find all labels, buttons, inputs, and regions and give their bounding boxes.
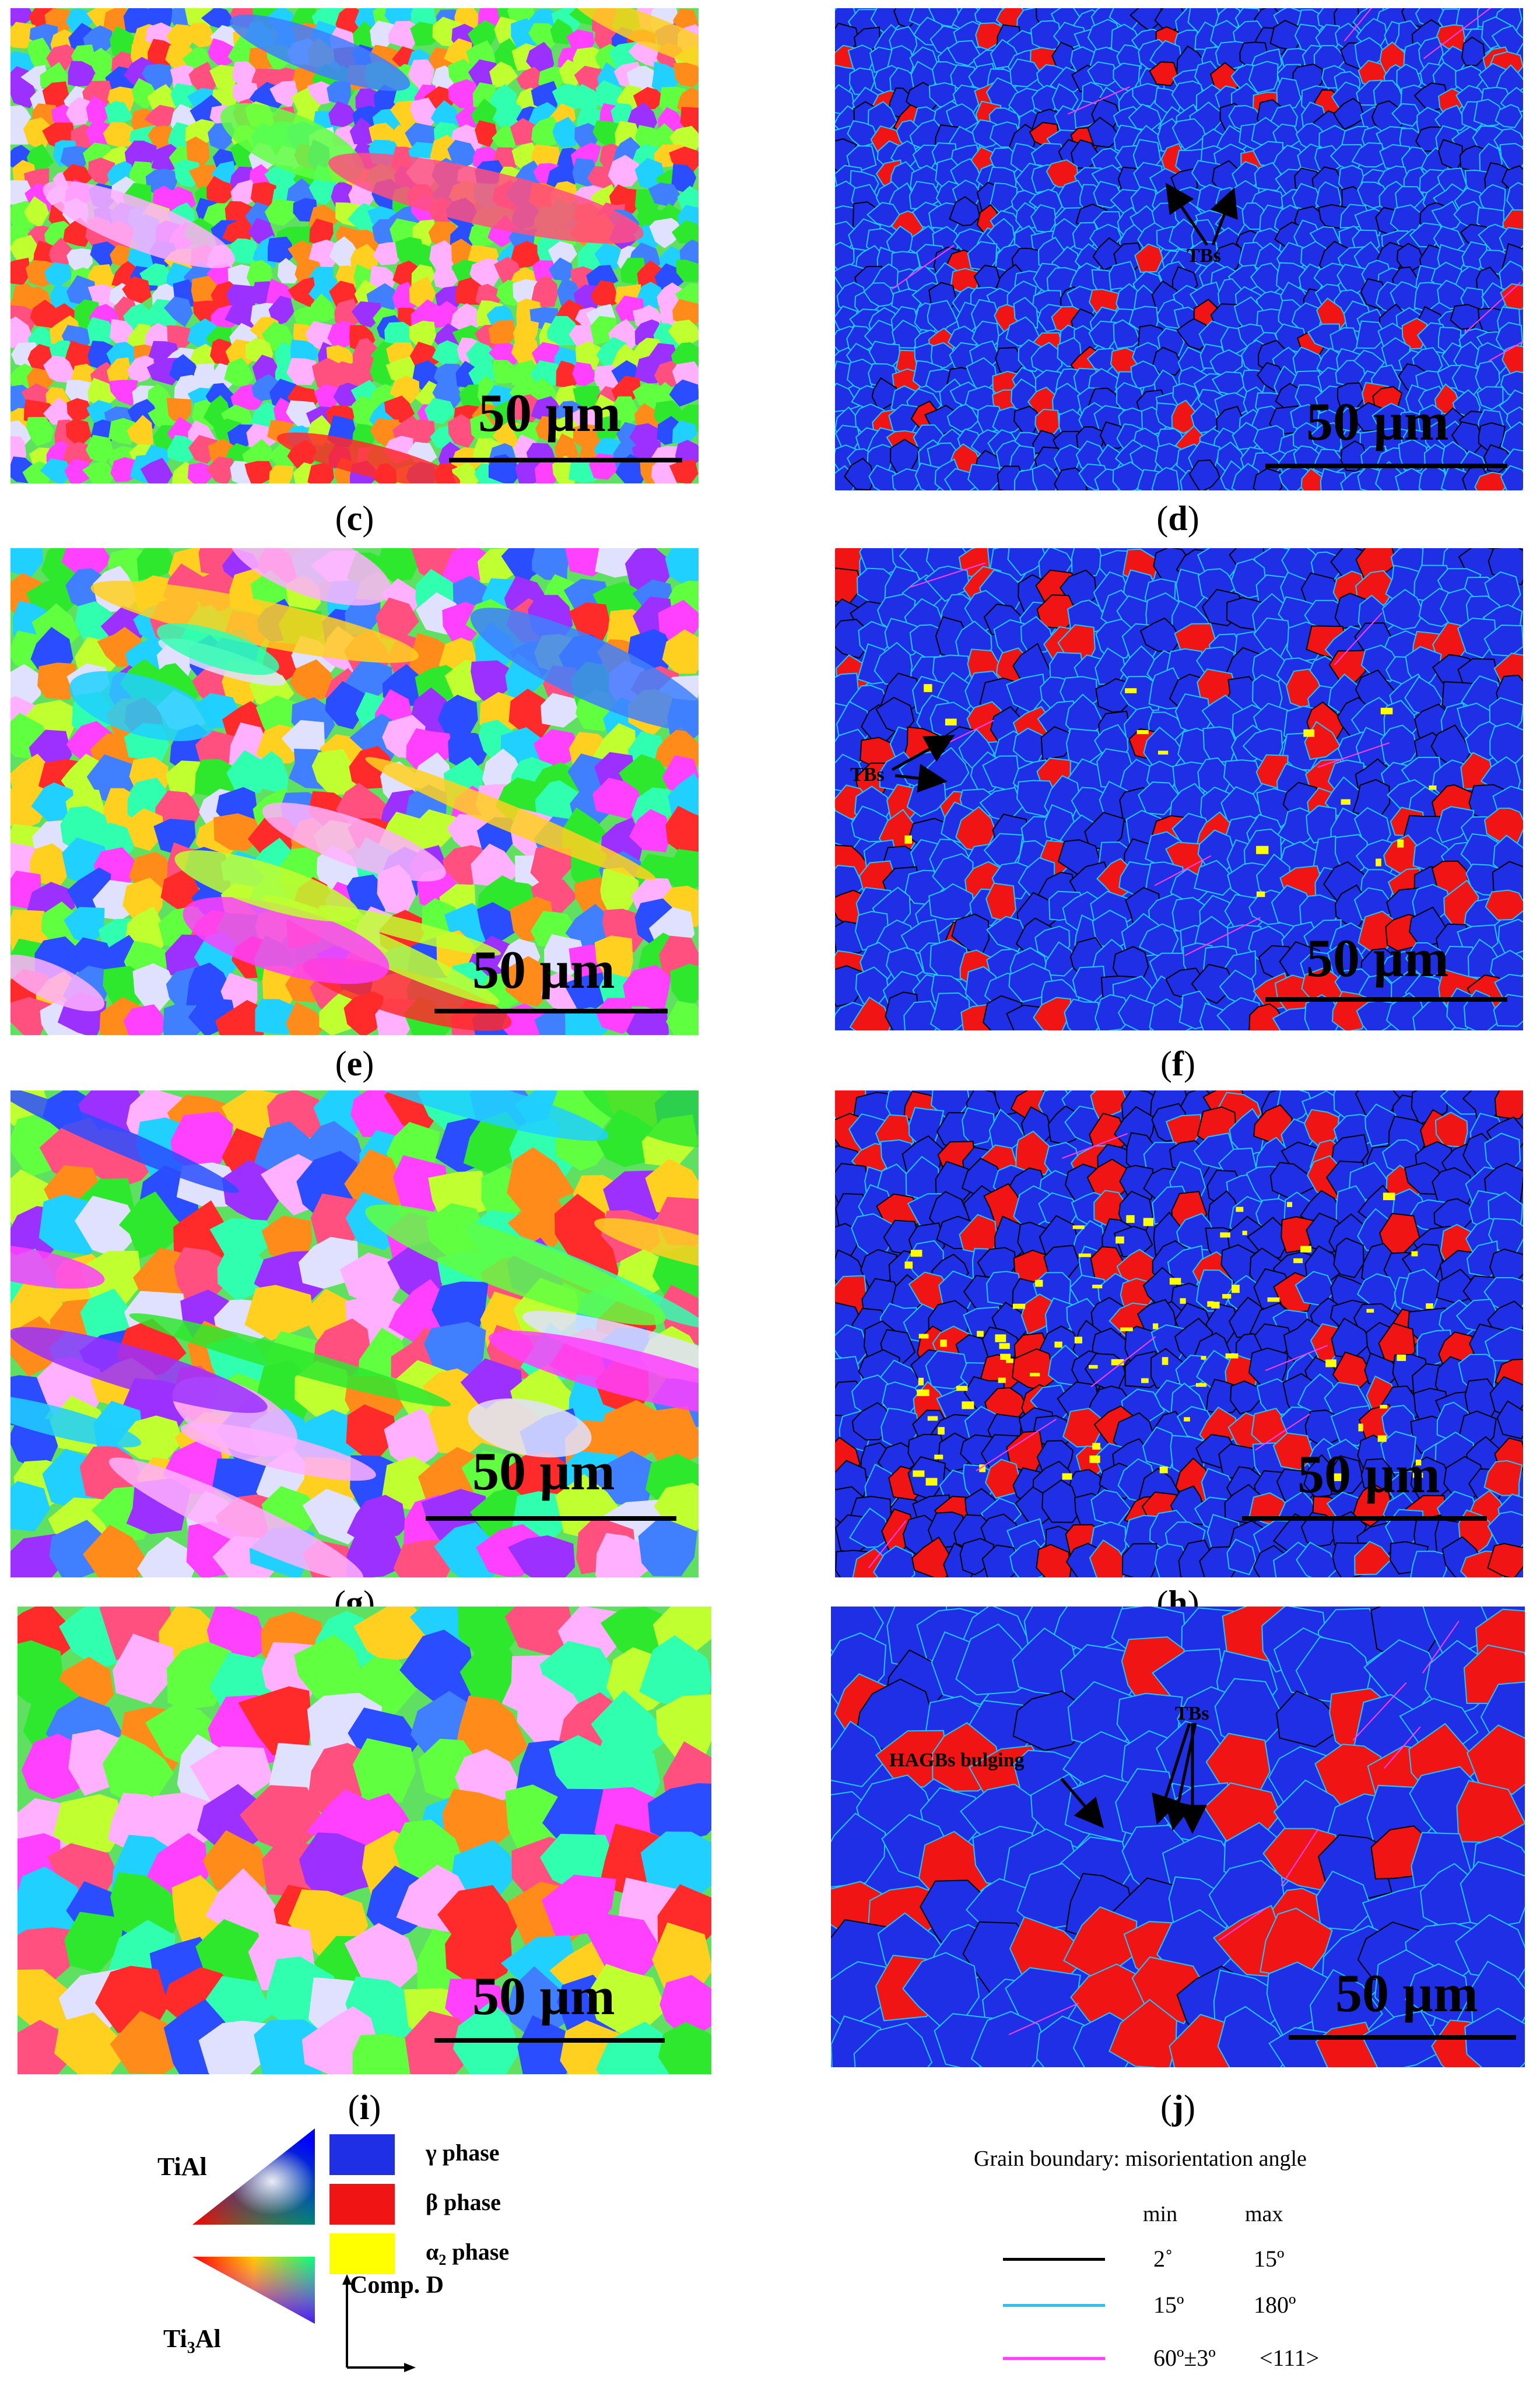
scale-bar-g	[426, 1516, 676, 1521]
phase-map-d	[835, 8, 1523, 490]
gb-min-header: min	[1143, 2202, 1178, 2226]
ipf-label-tial: TiAl	[157, 2152, 207, 2181]
gb-row-3-max: <111>	[1260, 2345, 1320, 2371]
gb-line-twin	[1003, 2357, 1105, 2360]
scale-label-f: 50 µm	[1306, 928, 1449, 988]
phase-render	[831, 1607, 1525, 2067]
phase-render	[835, 8, 1523, 490]
beta-phase-swatch	[329, 2184, 395, 2225]
beta-phase-label: β phase	[426, 2189, 501, 2215]
phase-map-f	[835, 548, 1523, 1030]
ipf-color-key	[192, 2128, 315, 2324]
gb-max-header: max	[1245, 2202, 1283, 2226]
ipf-label-ti3al: Ti3Al	[163, 2324, 221, 2357]
ipf-map-g	[10, 1090, 699, 1577]
scale-bar-d	[1265, 464, 1507, 468]
scale-label-h: 50 µm	[1297, 1444, 1440, 1504]
phase-map-j	[831, 1607, 1525, 2067]
scale-label-e: 50 µm	[472, 940, 615, 999]
phase-render	[835, 548, 1523, 1030]
caption-c: (c)	[335, 499, 374, 538]
scale-bar-e	[434, 1009, 668, 1013]
caption-f: (f)	[1160, 1044, 1195, 1083]
scale-bar-i	[434, 2038, 665, 2043]
alpha2-phase-label: α2 phase	[426, 2239, 510, 2268]
gamma-phase-swatch	[329, 2134, 395, 2175]
scale-bar-f	[1265, 997, 1507, 1002]
phase-map-h	[835, 1090, 1523, 1577]
caption-e: (e)	[335, 1044, 374, 1083]
grain-boundary-title: Grain boundary: misorientation angle	[974, 2147, 1307, 2171]
scale-label-c: 50 µm	[478, 383, 621, 443]
caption-j: (j)	[1160, 2088, 1195, 2127]
gb-row-3-min: 60º±3º	[1153, 2345, 1216, 2371]
grain-render	[17, 1607, 711, 2074]
scale-bar-j	[1289, 2035, 1516, 2040]
gb-row-2-min: 15º	[1153, 2292, 1184, 2318]
gb-row-1-min: 2˚	[1153, 2246, 1173, 2272]
caption-d: (d)	[1156, 499, 1199, 538]
scale-bar-h	[1242, 1516, 1487, 1521]
caption-i: (i)	[348, 2088, 381, 2127]
compression-direction-axes	[342, 2274, 416, 2372]
annotation-hagbs-bulging-j: HAGBs bulging	[889, 1749, 1025, 1771]
alpha2-phase-swatch	[329, 2233, 395, 2274]
comp-direction-label: Comp. D	[350, 2272, 444, 2299]
grain-render	[10, 1090, 699, 1577]
gb-row-1-max: 15º	[1254, 2246, 1285, 2272]
gb-line-lagb	[1003, 2258, 1105, 2261]
scale-label-g: 50 µm	[472, 1441, 615, 1501]
annotation-tbs-f: TBs	[850, 764, 885, 785]
ipf-map-i	[17, 1607, 711, 2074]
gb-line-hagb	[1003, 2304, 1105, 2307]
grain-render	[10, 548, 699, 1035]
gamma-phase-label: γ phase	[426, 2140, 500, 2166]
gb-row-2-max: 180º	[1254, 2292, 1296, 2318]
annotation-tbs-d: TBs	[1187, 245, 1221, 266]
annotation-tbs-j: TBs	[1175, 1703, 1209, 1724]
scale-bar-c	[449, 458, 682, 462]
grain-render	[10, 8, 699, 483]
scale-label-d: 50 µm	[1306, 392, 1449, 451]
scale-label-j: 50 µm	[1335, 1963, 1478, 2023]
phase-render	[835, 1090, 1523, 1577]
ipf-map-c	[10, 8, 699, 483]
scale-label-i: 50 µm	[472, 1966, 615, 2026]
ipf-map-e	[10, 548, 699, 1035]
